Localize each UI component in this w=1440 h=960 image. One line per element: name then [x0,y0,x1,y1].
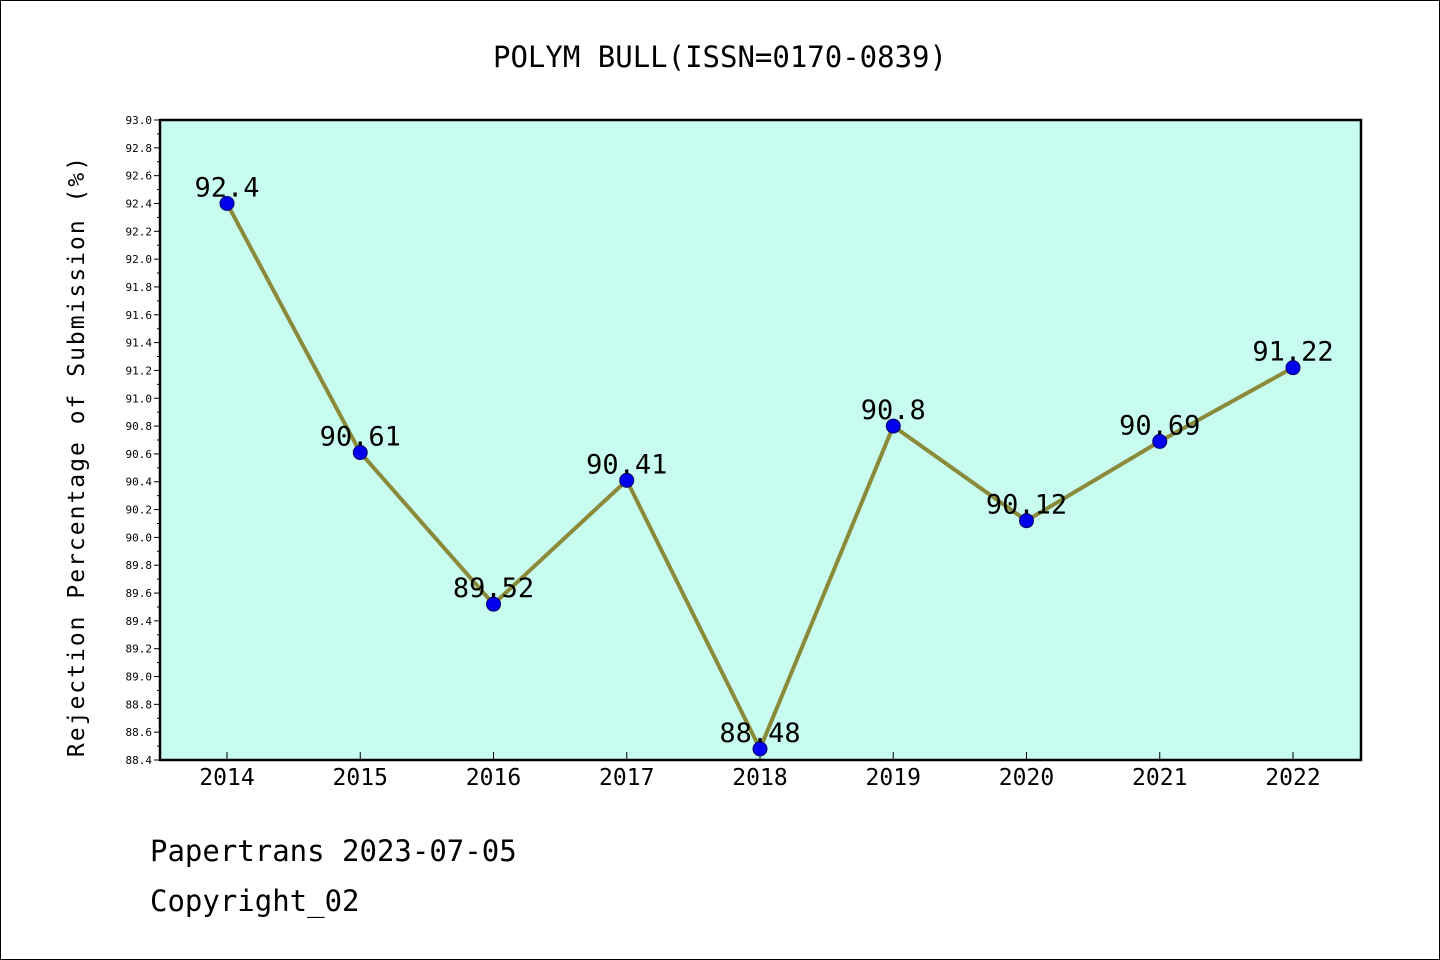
data-point-marker [885,418,901,434]
y-axis-label: Rejection Percentage of Submission (%) [64,155,90,757]
data-label: 90.69 [1119,410,1200,441]
y-tick-label: 92.4 [126,197,153,210]
x-tick-label: 2014 [199,765,254,791]
data-point-marker [219,195,235,211]
data-point-marker [752,741,768,757]
x-tick-label: 2017 [599,765,654,791]
y-tick-label: 92.0 [126,253,153,266]
data-point-marker [1285,360,1301,376]
data-label: 88.48 [719,718,800,749]
data-label: 91.22 [1252,337,1333,368]
y-tick-label: 92.8 [126,142,153,155]
y-tick-label: 90.6 [126,448,153,461]
y-axis: 88.4 88.6 88.8 89.0 89.2 89.4 89.6 89.8 90.0 90.2… [126,114,160,767]
data-point-marker [486,596,501,612]
data-label: 90.41 [586,449,667,480]
x-tick-label: 2021 [1132,765,1187,791]
data-point-marker [619,472,635,488]
y-tick-label: 91.8 [126,281,153,294]
y-tick-label: 90.8 [126,420,153,433]
y-tick-label: 91.4 [126,337,153,350]
x-tick-label: 2018 [732,765,787,791]
x-tick-label: 2015 [333,765,388,791]
y-tick-label: 91.6 [126,309,153,322]
data-point-marker [352,445,368,461]
y-tick-label: 89.6 [126,587,153,600]
data-label: 90.12 [986,490,1067,521]
data-label: 89.52 [453,573,534,604]
data-label: 90.8 [861,395,926,426]
data-point-marker [1152,433,1168,449]
y-tick-label: 89.2 [126,643,153,656]
y-tick-label: 89.4 [126,615,153,628]
y-tick-label: 88.6 [126,726,153,739]
x-tick-label: 2016 [466,765,521,791]
y-tick-label: 88.4 [126,754,153,767]
y-tick-label: 88.8 [126,698,153,711]
y-tick-label: 89.8 [126,559,153,572]
y-tick-label: 91.2 [126,364,153,377]
series-line-group: 92.4 90.61 89.52 90.41 88.48 90.8 90.12 90.69 91… [194,172,1334,757]
y-tick-label: 90.2 [126,504,153,517]
chart-title: POLYM BULL(ISSN=0170-0839) [493,40,947,74]
y-tick-label: 92.2 [126,225,153,238]
data-point-marker [1019,513,1034,529]
y-tick-label: 90.4 [126,476,153,489]
y-tick-label: 93.0 [126,114,153,127]
x-tick-label: 2022 [1265,765,1320,791]
x-axis: 2014 2015 2016 2017 2018 2019 2020 2021 2022 [199,752,1321,791]
footer-date-text: Papertrans 2023-07-05 [150,834,517,868]
y-tick-label: 90.0 [126,531,153,544]
y-tick-label: 92.6 [126,170,153,183]
x-tick-label: 2019 [866,765,921,791]
y-tick-label: 89.0 [126,671,153,684]
y-tick-label: 91.0 [126,392,153,405]
data-label: 92.4 [194,172,259,203]
x-tick-label: 2020 [999,765,1054,791]
footer-copyright-text: Copyright_02 [150,884,360,918]
data-label: 90.61 [320,422,401,453]
